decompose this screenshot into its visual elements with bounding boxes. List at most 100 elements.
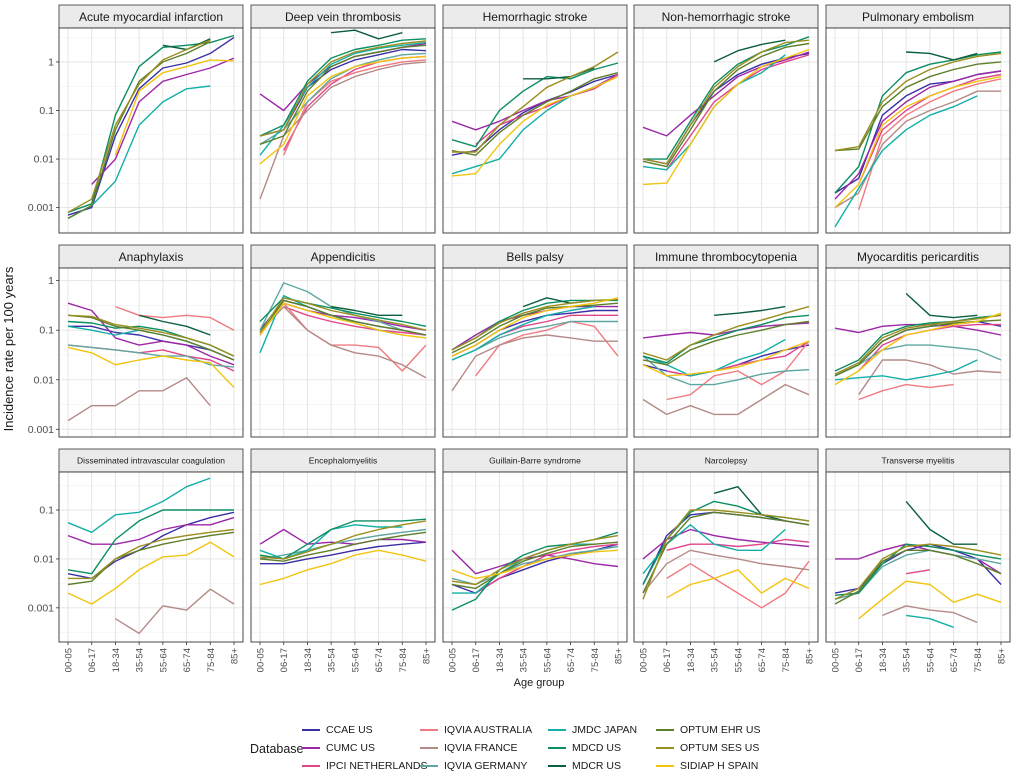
panel-title: Narcolepsy <box>705 456 748 466</box>
series-line-optum-ehr-us <box>67 531 235 586</box>
plot-area <box>443 28 627 233</box>
legend-item-ccae-us: CCAE US <box>302 722 373 738</box>
y-tick-label: 0.1 <box>39 325 54 337</box>
legend-item-cumc-us: CUMC US <box>302 740 375 756</box>
x-tick-label: 75-84 <box>781 648 792 672</box>
series-line-iqvia-australia <box>858 78 1002 211</box>
series-line-mdcd-us <box>834 51 1002 194</box>
legend-label: MDCD US <box>572 742 621 754</box>
panel-anaphylaxis: Anaphylaxis <box>58 244 244 438</box>
panel-title: Guillain-Barre syndrome <box>489 456 581 466</box>
panel-title: Anaphylaxis <box>119 250 184 264</box>
series-line-optum-ses-us <box>259 520 427 560</box>
series-line-iqvia-france <box>115 588 235 635</box>
series-line-sidiap-h-spain <box>451 297 619 357</box>
series-line-sidiap-h-spain <box>642 48 810 186</box>
plot-area <box>251 268 435 437</box>
x-tick-label: 65-74 <box>374 648 385 672</box>
x-tick-label: 18-34 <box>495 648 506 672</box>
y-tick-label: 0.001 <box>28 602 54 614</box>
panel-border <box>633 471 819 643</box>
series-line-iqvia-france <box>834 90 1001 209</box>
legend-item-sidiap-h-spain: SIDIAP H SPAIN <box>656 758 758 774</box>
panel-border <box>250 267 436 438</box>
y-tick-label: 0.01 <box>34 553 55 565</box>
series-line-mdcr-us <box>905 292 978 319</box>
series-line-iqvia-france <box>259 305 427 379</box>
series-line-optum-ses-us <box>67 314 235 357</box>
series-line-optum-ses-us <box>68 528 235 580</box>
series-line-cumc-us <box>67 516 235 545</box>
panel-border <box>58 27 244 234</box>
series-line-iqvia-germany <box>259 52 427 145</box>
series-line-optum-ses-us <box>642 39 810 165</box>
panel-border <box>58 471 244 643</box>
series-line-iqvia-france <box>259 61 427 200</box>
series-line-iqvia-france <box>451 334 618 392</box>
y-tick-label: 0.1 <box>39 505 54 517</box>
legend-swatch <box>548 747 566 749</box>
x-tick-label: 00-05 <box>831 648 842 672</box>
x-tick-label: 35-54 <box>135 648 146 672</box>
legend-swatch <box>302 729 320 731</box>
x-tick-label: 75-84 <box>973 648 984 672</box>
panel-title: Immune thrombocytopenia <box>655 250 797 264</box>
legend-item-optum-ses-us: OPTUM SES US <box>656 740 759 756</box>
legend-label: IQVIA AUSTRALIA <box>444 724 533 736</box>
panel-title: Appendicitis <box>311 250 376 264</box>
series-line-iqvia-france <box>642 549 810 594</box>
series-line-jmdc-japan <box>906 614 954 628</box>
plot-area <box>826 472 1010 642</box>
panel-immune-thrombocytopenia: Immune thrombocytopenia <box>633 244 819 438</box>
panel-disseminated-intravascular-coagulation: Disseminated intravascular coagulation 00… <box>58 448 244 672</box>
series-line-iqvia-australia <box>115 305 235 331</box>
panel-title: Myocarditis pericarditis <box>857 250 979 264</box>
x-tick-label: 06-17 <box>471 648 482 672</box>
legend-grid: CCAE US CUMC US IPCI NETHERLANDS IQVIA AUST… <box>302 720 1002 776</box>
series-line-jmdc-japan <box>834 359 978 381</box>
series-line-optum-ses-us <box>834 543 1002 600</box>
panel-pulmonary-embolism: Pulmonary embolism <box>825 4 1011 234</box>
series-line-ipci-netherlands <box>905 569 931 575</box>
series-line-mdcr-us <box>906 51 978 61</box>
series-line-iqvia-australia <box>858 383 954 401</box>
plot-area <box>443 268 627 437</box>
plot-area <box>59 472 243 642</box>
series-line-iqvia-france <box>642 383 810 416</box>
series-line-optum-ses-us <box>834 314 1002 375</box>
series-line-ccae-us <box>260 541 427 565</box>
series-line-optum-ehr-us <box>259 44 427 146</box>
legend-label: OPTUM SES US <box>680 742 760 754</box>
series-line-sidiap-h-spain <box>834 312 1002 386</box>
legend-item-iqvia-germany: IQVIA GERMANY <box>420 758 527 774</box>
series-line-optum-ses-us <box>451 298 619 351</box>
legend-item-optum-ehr-us: OPTUM EHR US <box>656 722 761 738</box>
series-line-mdcr-us <box>331 29 403 40</box>
series-line-optum-ses-us <box>642 305 810 361</box>
legend-item-jmdc-japan: JMDC JAPAN <box>548 722 637 738</box>
series-line-iqvia-france <box>882 605 978 624</box>
series-line-mdcd-us <box>643 36 810 160</box>
panels-layer: 0.001 0.01 0.1 1 0.001 0.01 0.1 1 0.001 0.01 0.1 Ac… <box>28 4 1011 672</box>
panel-border <box>825 27 1011 234</box>
series-line-sidiap-h-spain <box>451 75 619 177</box>
series-line-optum-ehr-us <box>642 320 810 366</box>
x-tick-label: 55-64 <box>733 648 744 672</box>
panel-title: Pulmonary embolism <box>862 10 974 24</box>
x-tick-label: 06-17 <box>854 648 865 672</box>
legend-label: CCAE US <box>326 724 373 736</box>
panel-title: Acute myocardial infarction <box>79 10 223 24</box>
x-tick-label: 75-84 <box>398 648 409 672</box>
series-line-cumc-us <box>642 51 810 137</box>
series-line-sidiap-h-spain <box>666 569 810 599</box>
legend-label: MDCR US <box>572 760 621 772</box>
legend-item-iqvia-australia: IQVIA AUSTRALIA <box>420 722 532 738</box>
panel-border <box>633 27 819 234</box>
panel-title: Deep vein thrombosis <box>285 10 401 24</box>
legend-item-mdcr-us: MDCR US <box>548 758 621 774</box>
x-tick-label: 00-05 <box>639 648 650 672</box>
series-line-sidiap-h-spain <box>259 302 427 339</box>
series-line-mdcd-us <box>67 509 234 575</box>
series-line-mdcr-us <box>330 305 403 316</box>
x-tick-label: 00-05 <box>448 648 459 672</box>
